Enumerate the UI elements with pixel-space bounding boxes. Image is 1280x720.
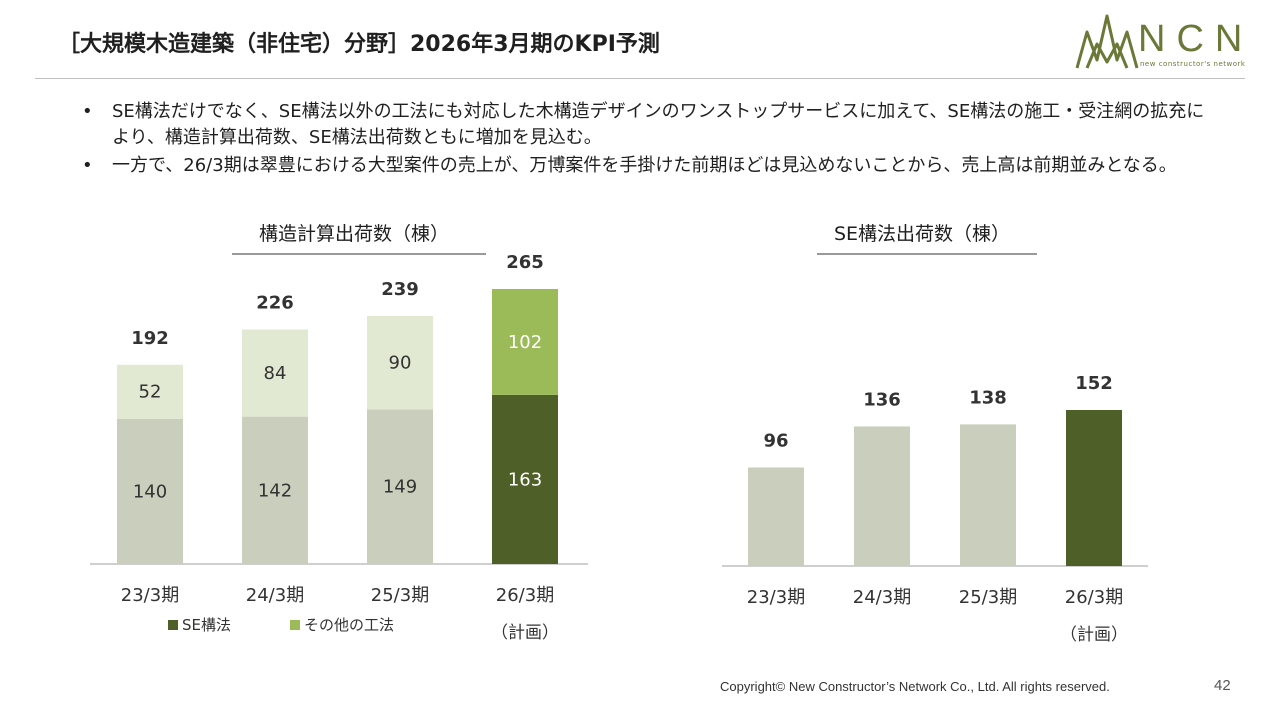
- chart1-legend-label: SE構法: [182, 616, 231, 634]
- chart1-label-other: 102: [508, 332, 542, 353]
- chart2-category-label: 23/3期: [747, 587, 805, 608]
- logo-text: NCN: [1138, 18, 1254, 60]
- chart1-category-sublabel: （計画）: [491, 623, 559, 643]
- chart1-bar-other: [367, 315, 433, 410]
- chart1-category-label: 24/3期: [246, 585, 304, 606]
- chart1-label-other: 84: [264, 363, 287, 384]
- bullet-item: • 一方で、26/3期は翠豊における大型案件の売上が、万博案件を手掛けた前期ほど…: [80, 153, 1210, 179]
- chart1-category-label: 25/3期: [371, 585, 429, 606]
- chart2-value-label: 136: [863, 389, 901, 410]
- chart1-legend-swatch: [168, 620, 178, 630]
- page-title: ［大規模木造建築（非住宅）分野］2026年3月期のKPI予測: [58, 32, 660, 57]
- chart1-label-se: 140: [133, 481, 167, 502]
- bullet-marker: •: [82, 155, 93, 176]
- chart1-total-label: 192: [131, 328, 169, 349]
- bullet-list: • SE構法だけでなく、SE構法以外の工法にも対応した木構造デザインのワンストッ…: [80, 99, 1210, 181]
- page-number: 42: [1214, 677, 1231, 694]
- chart1-bar-se: [117, 418, 183, 564]
- chart1-category-label: 23/3期: [121, 585, 179, 606]
- chart2-category-label: 26/3期: [1065, 587, 1123, 608]
- chart1-label-se: 149: [383, 477, 417, 498]
- chart1-bar-se: [367, 409, 433, 564]
- chart2-bar: [748, 467, 804, 566]
- chart2-bar: [1066, 410, 1122, 566]
- chart1-bar-se: [492, 394, 558, 564]
- chart2-bar: [960, 424, 1016, 566]
- chart1-total-label: 265: [506, 252, 544, 273]
- chart1-label-other: 90: [389, 353, 412, 374]
- chart1-title: 構造計算出荷数（棟）: [259, 223, 449, 245]
- chart2-value-label: 152: [1075, 373, 1113, 394]
- chart1-bar-other: [117, 364, 183, 419]
- chart1-total-label: 239: [381, 279, 419, 300]
- ncn-logo-icon: [1075, 14, 1139, 69]
- logo-tagline: new constructor's network: [1140, 60, 1246, 68]
- chart2-bar: [854, 426, 910, 566]
- bullet-text: SE構法だけでなく、SE構法以外の工法にも対応した木構造デザインのワンストップサ…: [112, 101, 1205, 148]
- chart1-legend-label: その他の工法: [304, 616, 394, 634]
- bullet-item: • SE構法だけでなく、SE構法以外の工法にも対応した木構造デザインのワンストッ…: [80, 99, 1210, 151]
- chart1-bar-other: [242, 329, 308, 417]
- chart1-legend-swatch: [290, 620, 300, 630]
- title-divider: [35, 78, 1245, 79]
- bullet-marker: •: [82, 101, 93, 122]
- chart1-label-se: 163: [508, 469, 542, 490]
- chart2-title: SE構法出荷数（棟）: [834, 223, 1010, 245]
- bullet-text: 一方で、26/3期は翠豊における大型案件の売上が、万博案件を手掛けた前期ほどは見…: [112, 155, 1177, 176]
- chart2-category-sublabel: （計画）: [1060, 625, 1128, 645]
- chart1-bar-se: [242, 416, 308, 564]
- chart1-label-other: 52: [139, 382, 162, 403]
- chart2-category-label: 24/3期: [853, 587, 911, 608]
- copyright-footer: Copyright© New Constructor’s Network Co.…: [720, 679, 1110, 694]
- chart1-category-label: 26/3期: [496, 585, 554, 606]
- chart1-label-se: 142: [258, 480, 292, 501]
- chart1-total-label: 226: [256, 292, 294, 313]
- chart2-value-label: 138: [969, 387, 1007, 408]
- chart2-category-label: 25/3期: [959, 587, 1017, 608]
- chart1-bar-other: [492, 289, 558, 395]
- chart2-value-label: 96: [763, 430, 788, 451]
